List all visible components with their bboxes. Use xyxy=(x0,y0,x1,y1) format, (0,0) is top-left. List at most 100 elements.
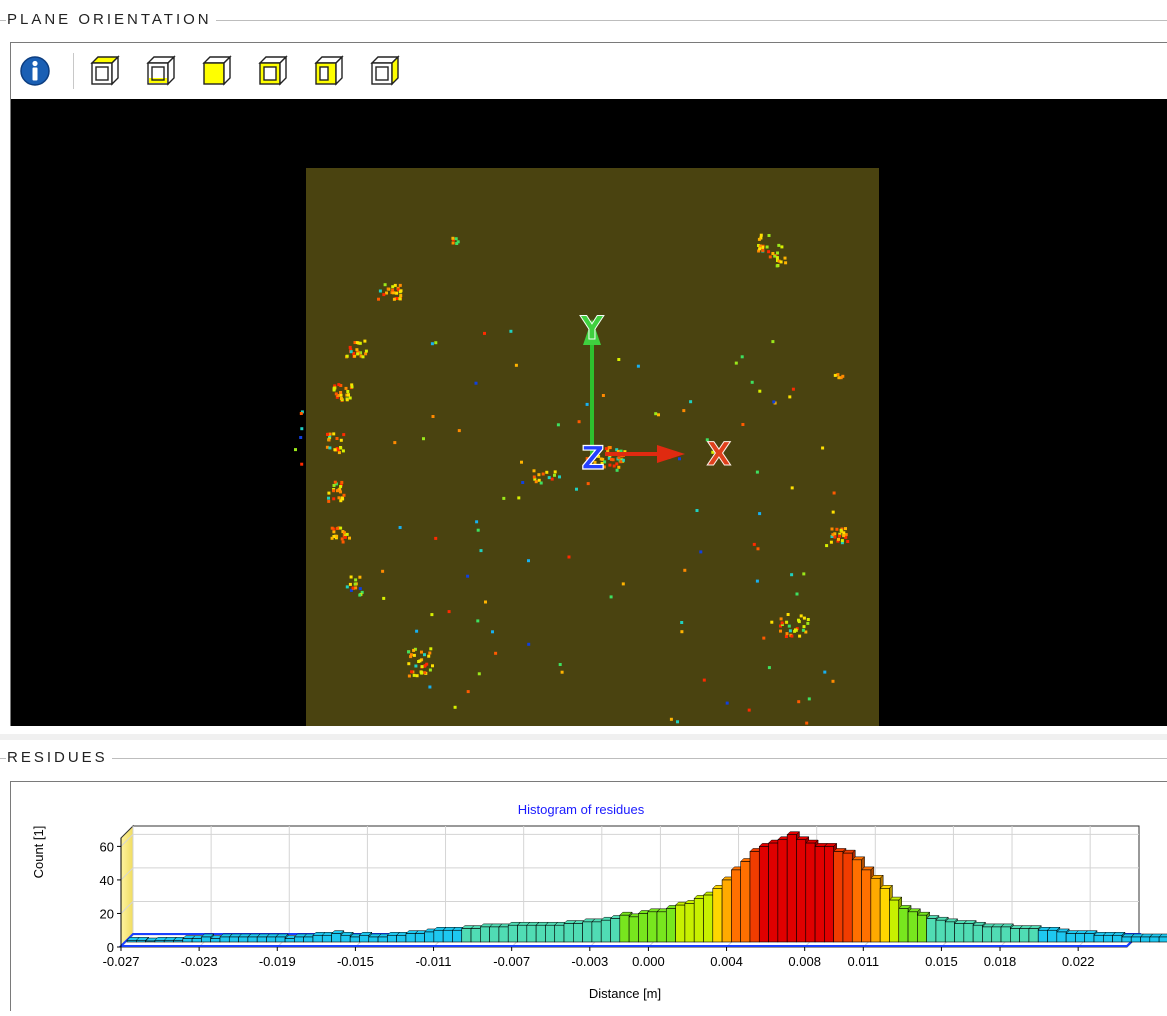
point xyxy=(429,647,433,651)
info-icon[interactable] xyxy=(19,55,51,87)
point xyxy=(385,291,388,295)
point xyxy=(702,678,706,682)
point xyxy=(420,658,424,662)
point xyxy=(636,364,640,368)
point xyxy=(537,478,541,482)
point xyxy=(805,721,809,725)
point xyxy=(354,578,358,582)
point xyxy=(603,460,607,464)
point xyxy=(339,391,343,394)
x-axis-title: Distance [m] xyxy=(589,986,661,1001)
point xyxy=(806,618,810,621)
point xyxy=(457,429,461,433)
point xyxy=(606,449,610,453)
y-axis-title: Count [1] xyxy=(31,826,46,879)
histogram-bars xyxy=(126,831,1167,943)
cube-top-view-icon[interactable] xyxy=(89,55,121,87)
point xyxy=(619,460,623,464)
point xyxy=(611,458,615,462)
x-tick-label: -0.011 xyxy=(416,954,452,969)
point xyxy=(332,489,336,493)
x-tick-label: 0.018 xyxy=(984,954,1017,969)
point xyxy=(795,627,799,631)
cube-right-view-icon[interactable] xyxy=(369,55,401,87)
point xyxy=(842,531,846,535)
x-tick-label: 0.004 xyxy=(710,954,743,969)
point xyxy=(558,663,562,666)
panel-splitter[interactable] xyxy=(0,734,1167,740)
point xyxy=(395,291,399,295)
point xyxy=(797,620,801,624)
toolbar-separator xyxy=(73,53,74,89)
cube-back-view-icon[interactable] xyxy=(257,55,289,87)
point xyxy=(348,582,352,586)
point xyxy=(327,496,330,500)
point xyxy=(780,623,784,626)
point xyxy=(339,446,343,450)
cube-left-view-icon[interactable] xyxy=(313,55,345,87)
point xyxy=(339,485,343,488)
point xyxy=(678,457,681,461)
point xyxy=(539,481,543,485)
point xyxy=(541,472,545,476)
cube-bottom-view-icon[interactable] xyxy=(145,55,177,87)
point xyxy=(846,540,850,543)
point xyxy=(527,559,530,563)
point xyxy=(795,592,799,596)
point xyxy=(532,475,536,479)
point xyxy=(341,449,345,453)
point xyxy=(695,509,699,512)
point xyxy=(455,242,459,245)
section-rule xyxy=(111,758,1167,759)
point xyxy=(345,354,349,358)
point xyxy=(775,264,779,268)
point xyxy=(341,540,345,544)
point xyxy=(355,341,359,345)
point xyxy=(334,392,338,396)
point xyxy=(786,613,790,616)
point xyxy=(765,245,769,249)
point xyxy=(771,252,775,255)
3d-viewport[interactable]: Y X Z xyxy=(11,99,1167,726)
point xyxy=(705,438,709,442)
point xyxy=(410,670,414,674)
point xyxy=(345,398,349,402)
point xyxy=(797,700,801,704)
point xyxy=(527,642,531,646)
residues-panel: Histogram of residues Count [1] Distance… xyxy=(10,781,1167,1011)
point xyxy=(427,654,431,658)
point xyxy=(428,651,432,655)
point xyxy=(777,259,781,263)
point xyxy=(484,600,487,604)
point xyxy=(358,575,362,579)
point xyxy=(337,496,341,500)
point xyxy=(682,409,686,413)
point xyxy=(346,390,350,393)
point xyxy=(832,491,836,495)
section-rule xyxy=(0,20,6,21)
point xyxy=(740,355,744,359)
point xyxy=(833,535,837,539)
point xyxy=(616,449,620,453)
point xyxy=(545,470,549,474)
point xyxy=(804,630,808,634)
point xyxy=(434,341,438,345)
point xyxy=(330,536,334,540)
point xyxy=(466,574,470,578)
point xyxy=(348,345,352,349)
point xyxy=(339,490,342,494)
point xyxy=(423,653,426,657)
cube-front-view-icon[interactable] xyxy=(201,55,233,87)
point xyxy=(451,236,455,240)
point xyxy=(844,533,848,537)
point xyxy=(833,532,837,536)
point xyxy=(790,634,794,638)
point xyxy=(336,394,340,397)
point xyxy=(361,355,365,359)
x-tick-label: 0.011 xyxy=(848,954,880,969)
point xyxy=(299,436,303,439)
point xyxy=(332,497,336,501)
point xyxy=(621,582,625,586)
point xyxy=(383,283,387,287)
point xyxy=(558,475,561,479)
